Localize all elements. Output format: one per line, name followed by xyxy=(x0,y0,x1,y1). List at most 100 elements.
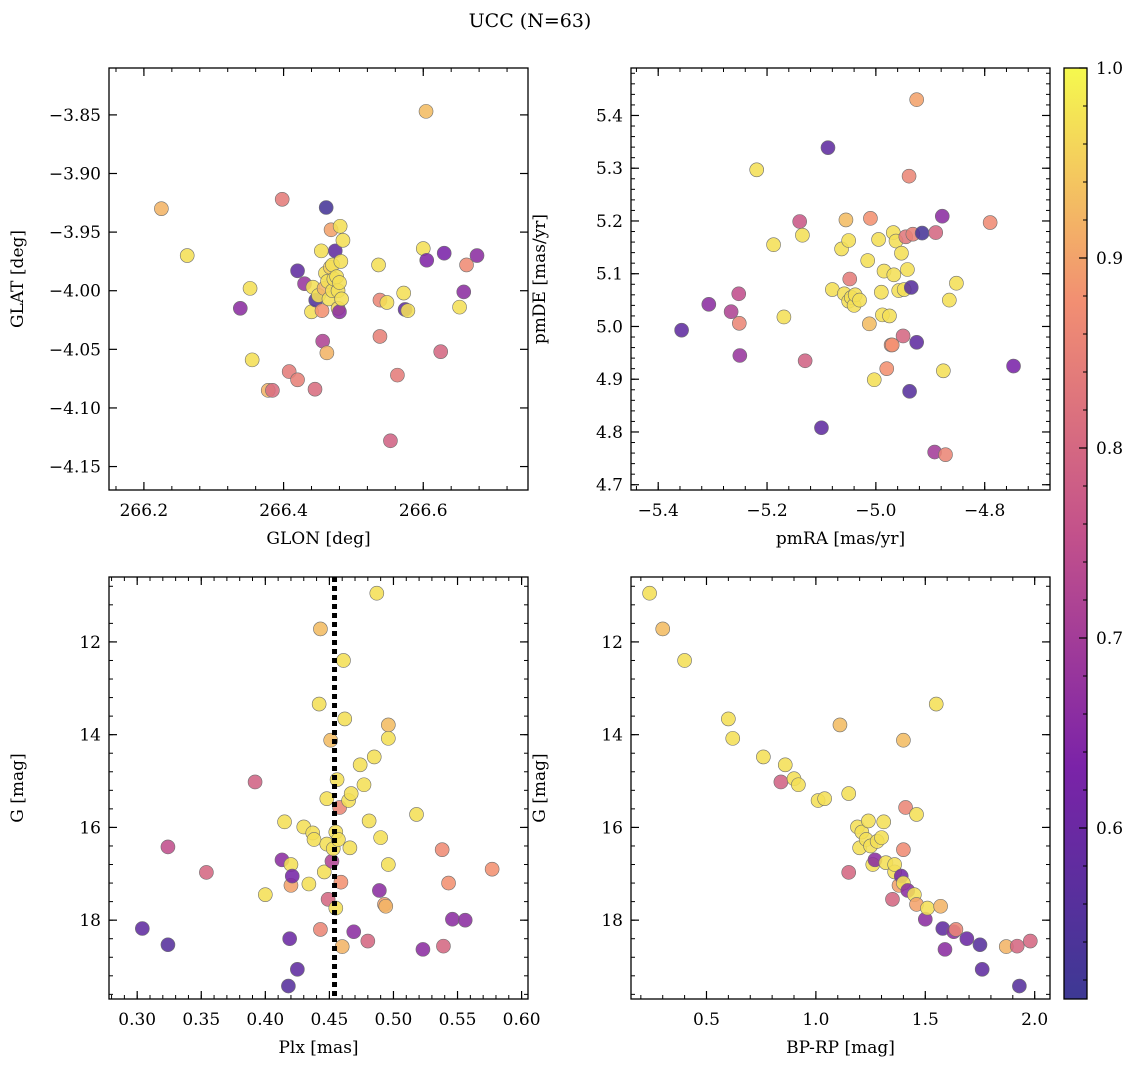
y-tick-label: −4.15 xyxy=(49,458,101,478)
data-point xyxy=(232,301,248,316)
x-tick-label: 0.50 xyxy=(375,1010,413,1030)
data-point xyxy=(721,711,736,727)
data-point xyxy=(284,868,300,884)
y-tick-label: 14 xyxy=(601,726,623,746)
data-point xyxy=(948,922,964,937)
data-point xyxy=(419,252,435,268)
x-tick-label: 266.6 xyxy=(399,501,448,521)
panel-4: 0.5 1.0 1.5 2.0 12 14 16 18 BP-RP [mag] G [mag] xyxy=(530,576,1051,1058)
data-point xyxy=(895,328,911,344)
data-point xyxy=(372,883,387,898)
colorbar-tick-label: 0.7 xyxy=(1096,629,1123,649)
data-point xyxy=(874,830,889,845)
data-point xyxy=(866,372,882,388)
data-point xyxy=(901,168,917,184)
data-point xyxy=(674,322,689,338)
data-point xyxy=(334,291,349,307)
data-point xyxy=(346,924,362,940)
data-point xyxy=(832,717,848,733)
data-point xyxy=(894,245,909,261)
data-point xyxy=(882,308,897,324)
data-point xyxy=(313,621,328,637)
data-point xyxy=(928,225,944,240)
y-axis-label: G [mag] xyxy=(530,753,550,822)
plot-frame xyxy=(108,67,529,491)
data-point xyxy=(1009,938,1025,954)
data-point xyxy=(982,215,998,230)
y-tick-label: 5.3 xyxy=(596,159,623,179)
data-point xyxy=(797,353,813,369)
x-axis-label: GLON [deg] xyxy=(266,529,370,549)
data-point xyxy=(861,813,876,829)
data-point xyxy=(290,263,305,279)
x-tick-label: 266.4 xyxy=(259,501,308,521)
data-point xyxy=(319,791,335,806)
data-point xyxy=(343,786,359,801)
data-point xyxy=(373,830,388,845)
data-point xyxy=(909,807,924,822)
data-point xyxy=(677,653,692,668)
data-point xyxy=(871,232,886,247)
data-point xyxy=(852,292,867,308)
plot-frame xyxy=(630,67,1051,491)
data-point xyxy=(938,447,953,462)
data-point xyxy=(154,201,169,216)
colorbar-tick-label: 0.9 xyxy=(1096,249,1123,269)
data-point xyxy=(258,887,273,902)
x-tick-label: −4.8 xyxy=(964,501,1005,521)
y-tick-label: 5.4 xyxy=(596,106,623,126)
data-point xyxy=(972,937,988,953)
data-point xyxy=(896,732,911,748)
data-point xyxy=(886,267,902,283)
data-point xyxy=(898,800,913,815)
data-point xyxy=(361,813,377,829)
y-tick-label: −3.95 xyxy=(49,223,101,243)
plot-frame xyxy=(630,576,1051,1000)
data-point xyxy=(199,865,214,880)
data-point xyxy=(383,433,398,449)
data-point xyxy=(290,962,305,977)
colorbar-gradient xyxy=(1063,67,1088,1000)
y-tick-label: −3.85 xyxy=(49,106,101,126)
data-point xyxy=(415,942,431,957)
data-point xyxy=(862,316,877,332)
y-tick-label: 12 xyxy=(79,633,101,653)
y-tick-label: 14 xyxy=(79,726,101,746)
data-point xyxy=(313,922,328,937)
data-point xyxy=(484,861,500,877)
colorbar-tick-label: 0.6 xyxy=(1096,819,1123,839)
data-point xyxy=(135,921,150,936)
y-tick-label: 18 xyxy=(79,911,101,931)
data-point xyxy=(314,303,330,318)
data-point xyxy=(457,912,473,928)
data-point xyxy=(469,248,485,263)
data-point xyxy=(863,211,878,226)
data-point xyxy=(1012,978,1027,994)
data-point xyxy=(723,304,739,320)
data-point xyxy=(378,898,394,914)
y-tick-label: −3.90 xyxy=(49,165,101,185)
x-tick-label: 0.55 xyxy=(439,1010,477,1030)
data-point xyxy=(974,962,990,977)
y-tick-label: 4.8 xyxy=(596,423,623,443)
data-point xyxy=(366,749,382,765)
x-tick-label: 0.35 xyxy=(182,1010,220,1030)
data-point xyxy=(766,237,781,253)
data-point xyxy=(381,731,396,746)
data-point xyxy=(179,248,195,263)
x-tick-label: 0.5 xyxy=(693,1010,720,1030)
data-point xyxy=(876,814,892,830)
data-point xyxy=(307,381,323,397)
data-point xyxy=(301,876,317,892)
data-point xyxy=(909,92,924,107)
data-point xyxy=(390,367,405,383)
data-point xyxy=(336,653,351,668)
data-point xyxy=(436,938,451,954)
data-point xyxy=(160,937,176,953)
data-point xyxy=(433,344,449,359)
y-axis-label: GLAT [deg] xyxy=(8,230,28,328)
data-point xyxy=(434,842,450,857)
data-point xyxy=(841,233,856,248)
data-point xyxy=(332,275,347,290)
data-point xyxy=(242,281,258,296)
